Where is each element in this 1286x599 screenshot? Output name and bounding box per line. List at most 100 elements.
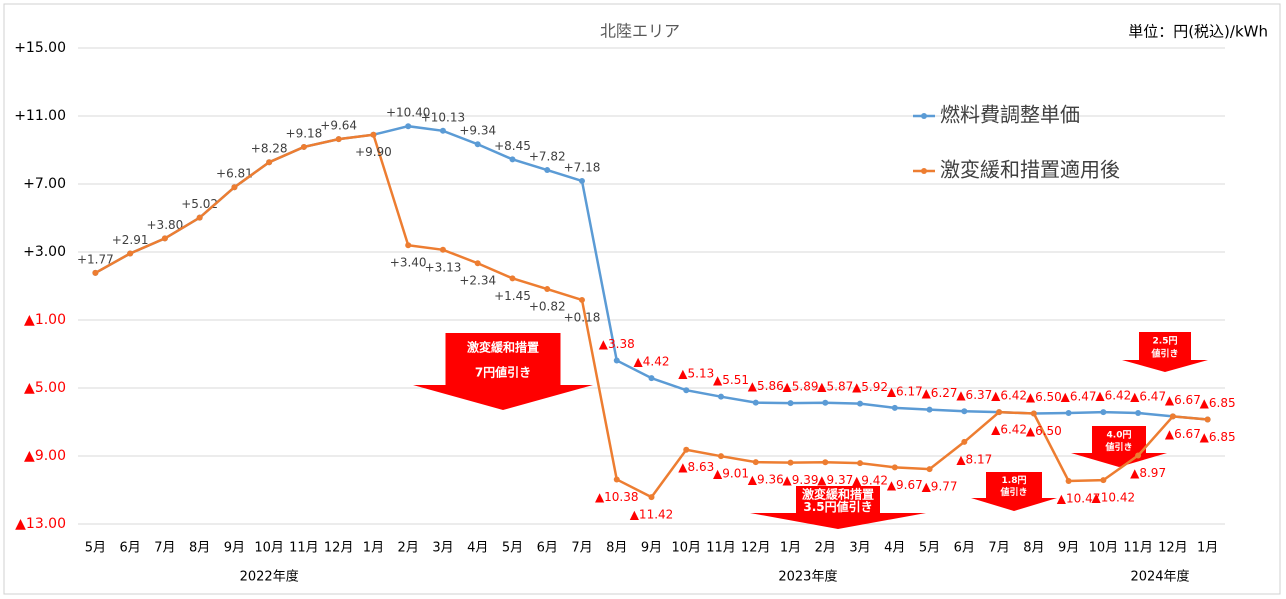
data-label: ▲6.47 xyxy=(1061,389,1097,403)
data-label: ▲6.47 xyxy=(1130,389,1166,403)
unit-label: 単位：円(税込)/kWh xyxy=(1128,23,1268,41)
series-marker xyxy=(1135,452,1142,459)
series-marker xyxy=(822,399,829,406)
chart-title: 北陸エリア xyxy=(600,22,680,41)
x-tick-label: 12月 xyxy=(324,541,354,556)
data-label: ▲6.42 xyxy=(991,389,1027,403)
data-label: ▲5.92 xyxy=(852,380,888,394)
x-tick-label: 5月 xyxy=(919,541,940,556)
x-tick-label: 5月 xyxy=(502,541,523,556)
annotation-text: 3.5円値引き xyxy=(803,499,872,514)
data-label: +3.40 xyxy=(390,256,427,270)
data-label: +5.02 xyxy=(181,197,218,211)
series-marker xyxy=(405,123,412,130)
x-tick-label: 1月 xyxy=(780,541,801,556)
series-marker xyxy=(231,184,238,191)
data-label: +7.82 xyxy=(529,150,566,164)
x-tick-label: 10月 xyxy=(1089,541,1119,556)
annotation-text: 4.0円 xyxy=(1107,429,1132,440)
series-marker xyxy=(648,375,655,382)
data-label: ▲9.77 xyxy=(922,480,958,494)
x-tick-label: 11月 xyxy=(1123,541,1153,556)
x-tick-label: 2月 xyxy=(815,541,836,556)
series-marker xyxy=(857,400,864,407)
data-label: +8.28 xyxy=(251,142,288,156)
data-label: ▲9.37 xyxy=(817,473,853,487)
series-marker xyxy=(683,387,690,394)
data-label: ▲8.17 xyxy=(956,452,992,466)
legend-marker xyxy=(921,168,927,174)
data-label: ▲6.42 xyxy=(991,423,1027,437)
x-tick-label: 8月 xyxy=(189,541,210,556)
x-tick-label: 10月 xyxy=(671,541,701,556)
data-label: +3.80 xyxy=(147,218,184,232)
x-tick-label: 6月 xyxy=(537,541,558,556)
data-label: ▲5.13 xyxy=(678,367,714,381)
series-marker xyxy=(718,393,725,400)
data-label: ▲9.01 xyxy=(713,467,749,481)
data-label: ▲6.50 xyxy=(1026,424,1062,438)
data-label: ▲10.42 xyxy=(1092,491,1136,505)
series-marker xyxy=(509,275,516,282)
y-tick-label: +15.00 xyxy=(14,40,66,56)
y-tick-label: +7.00 xyxy=(23,176,66,192)
annotation-text: 値引き xyxy=(1150,348,1178,360)
series-marker xyxy=(578,177,585,184)
x-tick-label: 9月 xyxy=(641,541,662,556)
x-tick-label: 9月 xyxy=(224,541,245,556)
data-label: ▲8.97 xyxy=(1130,466,1166,480)
x-tick-label: 11月 xyxy=(706,541,736,556)
x-tick-label: 4月 xyxy=(884,541,905,556)
x-tick-label: 3月 xyxy=(432,541,453,556)
series-marker xyxy=(961,408,968,415)
x-tick-label: 6月 xyxy=(119,541,140,556)
series-marker xyxy=(787,459,794,466)
data-label: +1.45 xyxy=(494,289,531,303)
series-marker xyxy=(196,214,203,221)
annotation-text: 値引き xyxy=(999,486,1027,498)
x-tick-label: 5月 xyxy=(85,541,106,556)
data-label: ▲6.67 xyxy=(1165,427,1201,441)
series-marker xyxy=(439,127,446,134)
fiscal-year-label: 2022年度 xyxy=(240,569,299,585)
data-label: ▲9.42 xyxy=(852,474,888,488)
series-marker xyxy=(1100,409,1107,416)
annotation-text: 激変緩和措置 xyxy=(802,486,874,501)
chart-border xyxy=(3,3,1281,595)
x-tick-label: 7月 xyxy=(154,541,175,556)
annotation-arrow xyxy=(1122,332,1208,372)
legend-marker xyxy=(921,113,927,119)
data-label: +7.18 xyxy=(564,160,601,174)
legend-label: 激変緩和措置適用後 xyxy=(940,158,1120,182)
data-label: +0.18 xyxy=(564,310,601,324)
data-label: ▲6.42 xyxy=(1095,389,1131,403)
data-label: ▲8.63 xyxy=(678,460,714,474)
data-label: +9.64 xyxy=(320,119,357,133)
series-marker xyxy=(996,409,1003,416)
x-tick-label: 12月 xyxy=(741,541,771,556)
data-label: ▲6.27 xyxy=(922,386,958,400)
series-marker xyxy=(266,159,273,166)
data-label: ▲5.86 xyxy=(748,379,784,393)
data-label: ▲6.67 xyxy=(1165,393,1201,407)
data-label: +9.90 xyxy=(355,145,392,159)
data-label: ▲5.51 xyxy=(713,373,749,387)
series-marker xyxy=(752,459,759,466)
data-label: +9.34 xyxy=(459,124,496,138)
series-marker xyxy=(161,235,168,242)
series-marker xyxy=(474,260,481,267)
data-label: ▲3.38 xyxy=(599,337,635,351)
y-tick-label: ▲5.00 xyxy=(24,380,66,396)
y-tick-label: ▲13.00 xyxy=(15,516,66,532)
x-tick-label: 11月 xyxy=(289,541,319,556)
data-label: +3.13 xyxy=(425,260,462,274)
series-marker xyxy=(127,250,134,257)
x-tick-label: 4月 xyxy=(467,541,488,556)
series-marker xyxy=(578,296,585,303)
data-label: +10.40 xyxy=(386,106,430,120)
data-label: ▲5.87 xyxy=(817,379,853,393)
data-label: ▲5.89 xyxy=(783,380,819,394)
data-label: ▲11.42 xyxy=(630,508,674,522)
series-marker xyxy=(1065,477,1072,484)
data-label: +10.13 xyxy=(421,110,465,124)
